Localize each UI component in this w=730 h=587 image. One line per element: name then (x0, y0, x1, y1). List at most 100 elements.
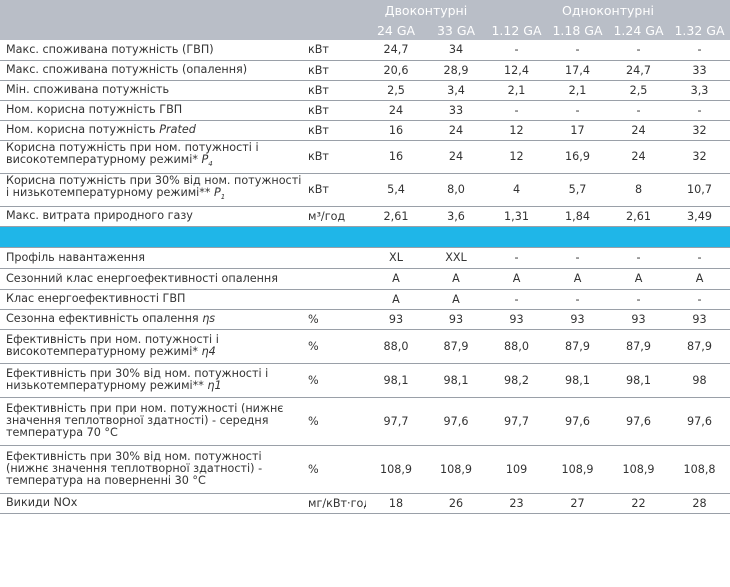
table-row: Макс. споживана потужність (ГВП) кВт 24,7 3… (0, 40, 730, 61)
table-row: Мін. споживана потужність кВт 2,5 3,4 2,1 2,1… (0, 80, 730, 101)
cell-value: 93 (608, 309, 670, 330)
table-row: Ном. корисна потужність ГВП кВт 24 33- - - - (0, 100, 730, 121)
row-unit: % (306, 445, 366, 494)
cell-value: 97,6 (426, 397, 487, 446)
cell-value: 98,1 (366, 363, 426, 398)
row-label: Сезонна ефективність опалення ηs (0, 309, 306, 330)
cell-value: 17,4 (547, 60, 609, 81)
row-label: Клас енергоефективності ГВП (0, 289, 306, 310)
table-row: Ефективність при 30% від ном. потужності… (0, 445, 730, 494)
cell-value: 24,7 (608, 60, 670, 81)
cell-value: 88,0 (366, 329, 426, 364)
cell-value: 3,6 (426, 206, 487, 227)
cell-value: 97,6 (669, 397, 730, 446)
cell-value: 16 (366, 120, 426, 141)
cell-value: 97,7 (366, 397, 426, 446)
label-symbol: ηs (202, 312, 216, 325)
row-label: Ефективність при при ном. потужності (ни… (0, 397, 306, 446)
cell-value: - (486, 100, 548, 121)
cell-value: 24 (608, 140, 670, 174)
cell-value: 18 (366, 493, 426, 514)
table-row: Ефективність при ном. потужності і висок… (0, 329, 730, 364)
row-unit: кВт (306, 40, 366, 61)
section-divider-bar (0, 226, 730, 248)
row-unit (306, 247, 366, 269)
row-label: Ефективність при 30% від ном. потужності… (0, 363, 306, 398)
cell-value: 2,5 (608, 80, 670, 101)
row-label: Корисна потужність при ном. потужності і… (0, 140, 306, 174)
cell-value: 98,2 (486, 363, 548, 398)
row-label: Ном. корисна потужність ГВП (0, 100, 306, 121)
model-header: 1.24 GA (608, 20, 670, 40)
cell-value: - (608, 40, 670, 61)
cell-value: 98,1 (547, 363, 609, 398)
cell-value: 12 (486, 120, 548, 141)
cell-value: 2,61 (608, 206, 670, 227)
row-unit (306, 268, 366, 290)
table-row: Клас енергоефективності ГВП A A - - - - (0, 289, 730, 310)
row-label: Ефективність при 30% від ном. потужності… (0, 445, 306, 494)
table-row: Ефективність при при ном. потужності (ни… (0, 397, 730, 446)
cell-value: 93 (426, 309, 487, 330)
cell-value: 34 (426, 40, 487, 61)
cell-value: 32 (669, 120, 730, 141)
cell-value: 1,84 (547, 206, 609, 227)
cell-value: 10,7 (669, 173, 730, 207)
label-symbol: P4 (201, 153, 213, 169)
cell-value: 8,0 (426, 173, 487, 207)
table-row: Корисна потужність при 30% від ном. поту… (0, 173, 730, 207)
cell-value: 98,1 (608, 363, 670, 398)
group-dual-circuit: Двоконтурні (366, 0, 487, 20)
cell-value: 28,9 (426, 60, 487, 81)
table-row: Профіль навантаження XL XXL - - - - (0, 247, 730, 269)
cell-value: 97,6 (547, 397, 609, 446)
cell-value: 16,9 (547, 140, 609, 174)
table-row: Макс. споживана потужність (опалення) кВт… (0, 60, 730, 81)
label-symbol: Prated (159, 123, 196, 136)
cell-value: 26 (426, 493, 487, 514)
cell-value: 87,9 (669, 329, 730, 364)
row-label: Профіль навантаження (0, 247, 306, 269)
cell-value: A (426, 289, 487, 310)
cell-value: A (669, 268, 730, 290)
cell-value: 8 (608, 173, 670, 207)
cell-value: 3,3 (669, 80, 730, 101)
cell-value: 98 (669, 363, 730, 398)
cell-value: 5,7 (547, 173, 609, 207)
cell-value: 20,6 (366, 60, 426, 81)
table-row: Макс. витрата природного газу м³/год 2,61 3… (0, 206, 730, 227)
cell-value: XL (366, 247, 426, 269)
table-row: Ефективність при 30% від ном. потужності… (0, 363, 730, 398)
cell-value: 28 (669, 493, 730, 514)
header-group-row: Двоконтурні Одноконтурні (0, 0, 730, 20)
cell-value: A (426, 268, 487, 290)
row-unit: кВт (306, 140, 366, 174)
cell-value: 12 (486, 140, 548, 174)
cell-value: 24,7 (366, 40, 426, 61)
row-unit: % (306, 329, 366, 364)
row-label: Макс. витрата природного газу (0, 206, 306, 227)
cell-value: 93 (669, 309, 730, 330)
header-blank (0, 0, 366, 20)
model-header: 33 GA (426, 20, 487, 40)
cell-value: 33 (669, 60, 730, 81)
row-label: Макс. споживана потужність (опалення) (0, 60, 306, 81)
cell-value: 87,9 (608, 329, 670, 364)
cell-value: 93 (366, 309, 426, 330)
model-header: 24 GA (366, 20, 426, 40)
row-unit: мг/кВт·год (306, 493, 366, 514)
cell-value: A (366, 268, 426, 290)
cell-value: 12,4 (486, 60, 548, 81)
cell-value: 1,31 (486, 206, 548, 227)
row-label: Викиди NOx (0, 493, 306, 514)
cell-value: - (547, 247, 609, 269)
cell-value: 24 (608, 120, 670, 141)
cell-value: 2,1 (547, 80, 609, 101)
cell-value: 109 (486, 445, 548, 494)
cell-value: 108,8 (669, 445, 730, 494)
row-unit: кВт (306, 100, 366, 121)
cell-value: A (366, 289, 426, 310)
label-symbol: η4 (201, 345, 216, 358)
cell-value: 108,9 (547, 445, 609, 494)
row-label: Ефективність при ном. потужності і висок… (0, 329, 306, 364)
